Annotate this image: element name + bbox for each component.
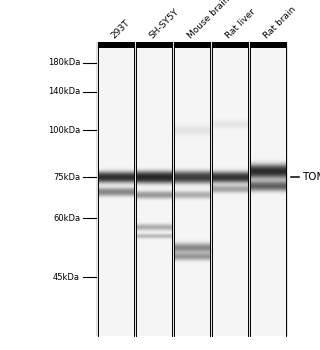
Text: 75kDa: 75kDa — [53, 173, 80, 182]
Text: 293T: 293T — [109, 18, 132, 40]
Text: TOM70: TOM70 — [302, 172, 320, 182]
Text: 45kDa: 45kDa — [53, 273, 80, 282]
Text: 100kDa: 100kDa — [48, 126, 80, 135]
Bar — [174, 42, 210, 48]
Bar — [212, 42, 248, 48]
Bar — [136, 42, 172, 48]
Bar — [96, 42, 288, 336]
Text: 180kDa: 180kDa — [48, 58, 80, 67]
Text: SH-SY5Y: SH-SY5Y — [148, 7, 181, 40]
Text: Mouse brain: Mouse brain — [186, 0, 231, 40]
Text: Rat brain: Rat brain — [262, 5, 297, 40]
Bar — [250, 42, 286, 48]
Text: 140kDa: 140kDa — [48, 88, 80, 97]
Text: 60kDa: 60kDa — [53, 214, 80, 223]
Bar — [98, 42, 134, 48]
Text: Rat liver: Rat liver — [224, 7, 257, 40]
